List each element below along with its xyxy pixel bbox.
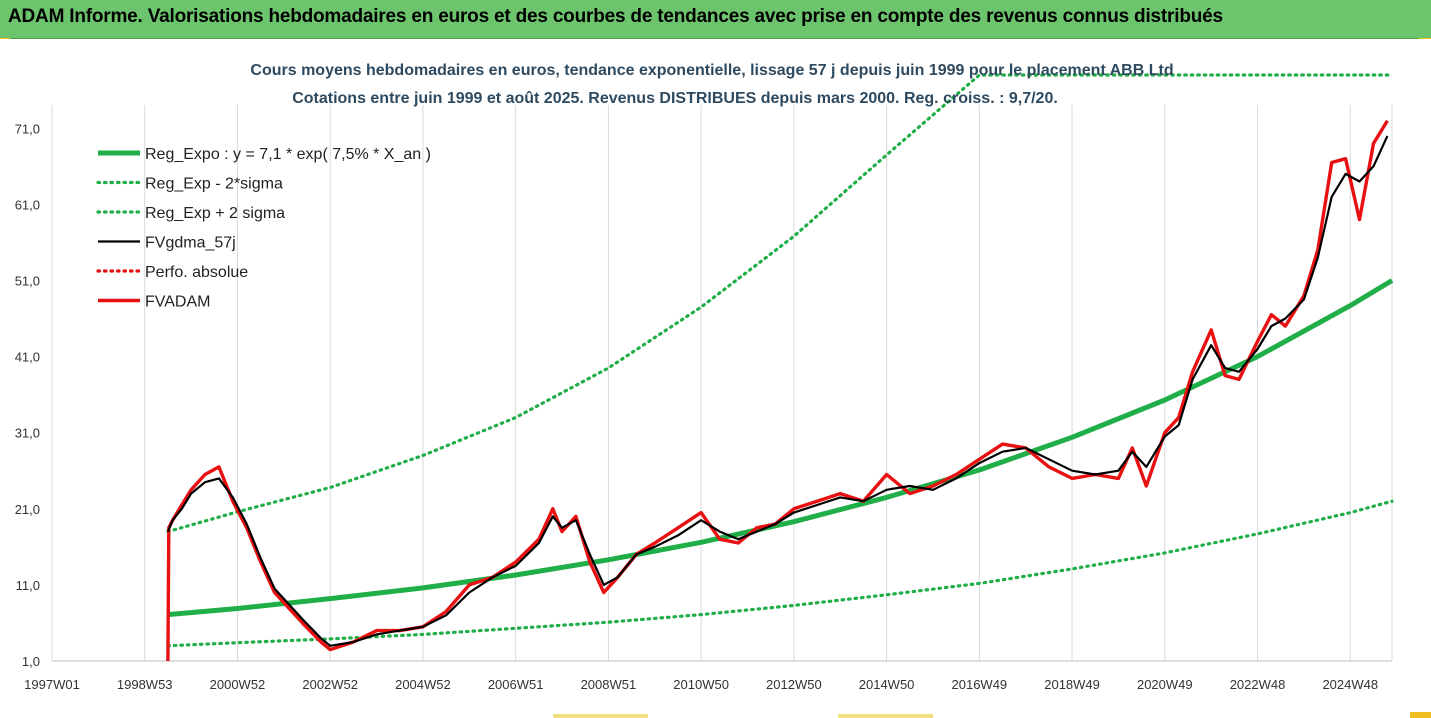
x-tick-label: 2022W48 xyxy=(1230,677,1286,692)
legend-label: FVgdma_57j xyxy=(145,235,236,252)
footer-accent-corner xyxy=(1410,712,1431,718)
x-tick-label: 2008W51 xyxy=(581,677,637,692)
footer-accent-right xyxy=(838,714,933,718)
header-bar: ADAM Informe. Valorisations hebdomadaire… xyxy=(0,0,1431,39)
legend-label: FVADAM xyxy=(145,294,210,311)
y-tick-label: 21,0 xyxy=(15,502,40,517)
x-tick-label: 2016W49 xyxy=(952,677,1008,692)
series-line-0 xyxy=(167,278,1394,618)
x-tick-label: 2024W48 xyxy=(1322,677,1378,692)
series-line-1 xyxy=(166,499,1394,648)
grid-lines xyxy=(51,105,1393,661)
x-tick-label: 1998W53 xyxy=(117,677,173,692)
legend-label: Perfo. absolue xyxy=(145,264,248,281)
chart-subtitle: Cotations entre juin 1999 et août 2025. … xyxy=(292,90,1058,107)
x-tick-label: 1997W01 xyxy=(24,677,80,692)
x-tick-label: 2020W49 xyxy=(1137,677,1193,692)
series-group xyxy=(166,73,1394,662)
series-line-2 xyxy=(166,73,1394,534)
header-title: ADAM Informe. Valorisations hebdomadaire… xyxy=(8,6,1223,27)
y-tick-label: 41,0 xyxy=(15,350,40,365)
x-tick-label: 2018W49 xyxy=(1044,677,1100,692)
y-tick-label: 11,0 xyxy=(16,578,40,593)
x-tick-label: 2010W50 xyxy=(673,677,729,692)
legend: Reg_Expo : y = 7,1 * exp( 7,5% * X_an ) R… xyxy=(96,146,431,311)
legend-label: Reg_Exp + 2 sigma xyxy=(145,205,285,222)
x-tick-label: 2006W51 xyxy=(488,677,544,692)
y-tick-label: 61,0 xyxy=(15,197,40,212)
legend-label: Reg_Expo : y = 7,1 * exp( 7,5% * X_an ) xyxy=(145,146,431,163)
x-tick-label: 2002W52 xyxy=(302,677,358,692)
x-tick-label: 2012W50 xyxy=(766,677,822,692)
y-tick-label: 1,0 xyxy=(22,654,40,669)
axes: 1997W01 1998W53 2000W52 2002W52 2004W52 2006W… xyxy=(15,121,1392,692)
y-tick-label: 31,0 xyxy=(15,426,40,441)
chart-title: Cours moyens hebdomadaires en euros, ten… xyxy=(250,62,1173,79)
x-tick-label: 2014W50 xyxy=(859,677,915,692)
footer-accent-left xyxy=(553,714,648,718)
series-line-5 xyxy=(166,119,1389,662)
chart-area: 1997W01 1998W53 2000W52 2002W52 2004W52 2006W… xyxy=(0,39,1431,718)
x-tick-label: 2004W52 xyxy=(395,677,451,692)
series-line-3 xyxy=(166,135,1389,647)
legend-label: Reg_Exp - 2*sigma xyxy=(145,176,283,193)
y-tick-label: 51,0 xyxy=(15,273,40,288)
y-tick-label: 71,0 xyxy=(15,121,40,136)
chart-svg: 1997W01 1998W53 2000W52 2002W52 2004W52 2006W… xyxy=(0,39,1431,718)
x-tick-label: 2000W52 xyxy=(210,677,266,692)
